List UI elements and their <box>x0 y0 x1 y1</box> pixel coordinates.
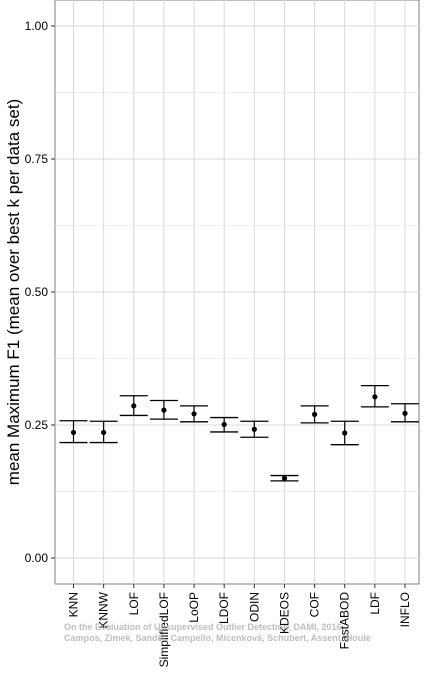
x-axis: KNN KNNW LOF SimplifiedLOF LoOP LDOF ODIN KDEOS… <box>67 584 412 667</box>
mean-point <box>101 429 107 436</box>
mean-point <box>221 421 227 428</box>
y-axis-title: mean Maximum F1 (mean over best k per da… <box>4 99 23 485</box>
watermark-line-2: Campos, Zimek, Sander, Campello, Micenko… <box>64 633 371 643</box>
y-axis: 0.00 0.25 0.50 0.75 1.00 <box>25 19 55 565</box>
x-tick-label: KDEOS <box>277 592 291 634</box>
x-tick-label: COF <box>308 592 322 617</box>
mean-point <box>342 430 348 436</box>
x-tick-label: LDF <box>368 592 382 615</box>
gridlines <box>55 0 419 584</box>
x-tick-label: LOF <box>127 592 141 615</box>
x-tick-label: ODIN <box>247 592 261 622</box>
mean-point <box>70 429 77 436</box>
mean-point <box>131 403 137 409</box>
x-tick-label: INFLO <box>398 592 412 627</box>
y-tick-label: 0.75 <box>25 152 49 166</box>
mean-point <box>372 394 378 400</box>
x-tick-label: SimplifiedLOF <box>157 592 171 667</box>
y-tick-label: 0.50 <box>25 285 49 299</box>
y-tick-label: 0.25 <box>25 418 49 432</box>
x-tick-label: FastABOD <box>338 592 352 650</box>
y-tick-label: 0.00 <box>25 551 49 565</box>
x-tick-label: KNNW <box>97 591 111 628</box>
watermark-line-1: On the Evaluation of Unsupervised Outlie… <box>64 622 342 632</box>
mean-point <box>191 411 197 417</box>
x-tick-label: LoOP <box>187 592 201 623</box>
x-tick-label: KNN <box>67 592 81 617</box>
mean-point <box>251 426 257 432</box>
series-marks <box>59 384 419 482</box>
y-tick-label: 1.00 <box>25 19 49 33</box>
mean-point <box>311 411 318 417</box>
x-tick-label: LDOF <box>217 592 231 624</box>
mean-point <box>281 475 288 481</box>
mean-point <box>161 407 167 413</box>
mean-point <box>402 410 408 416</box>
